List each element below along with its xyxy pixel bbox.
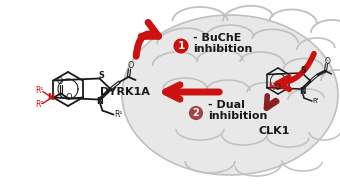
- Text: N: N: [96, 97, 103, 106]
- Text: N: N: [299, 87, 305, 96]
- Text: - BuChE: - BuChE: [193, 33, 241, 43]
- Text: O: O: [56, 77, 63, 85]
- Text: R': R': [313, 98, 319, 104]
- Circle shape: [173, 38, 189, 54]
- Text: inhibition: inhibition: [208, 111, 267, 121]
- Text: O: O: [65, 94, 72, 102]
- Text: - Dual: - Dual: [208, 100, 245, 110]
- Text: inhibition: inhibition: [193, 44, 252, 54]
- Text: R²: R²: [35, 100, 44, 109]
- Ellipse shape: [122, 15, 338, 175]
- Text: S: S: [300, 66, 306, 75]
- Text: 1: 1: [177, 41, 185, 51]
- Text: N: N: [47, 93, 54, 102]
- Text: O: O: [325, 57, 330, 66]
- Text: DYRK1A: DYRK1A: [100, 87, 150, 97]
- Text: R¹: R¹: [36, 86, 44, 95]
- Text: O: O: [274, 84, 280, 92]
- Text: S: S: [98, 71, 104, 81]
- Text: O: O: [127, 61, 134, 70]
- Text: H: H: [268, 83, 274, 92]
- Text: CLK1: CLK1: [258, 126, 290, 136]
- Text: 2: 2: [193, 108, 199, 118]
- Text: R¹: R¹: [114, 110, 122, 119]
- Circle shape: [188, 105, 204, 121]
